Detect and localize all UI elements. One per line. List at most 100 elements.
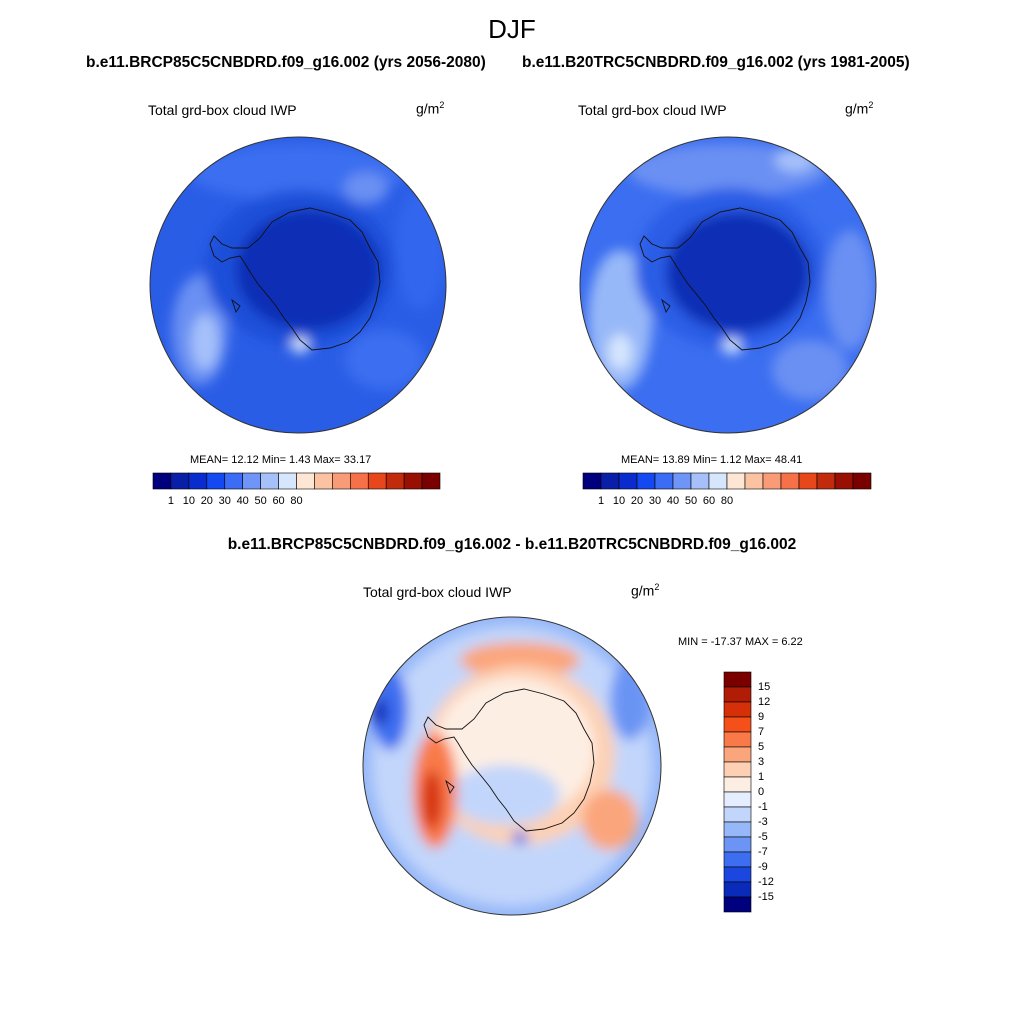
- colorbar-swatch: [224, 472, 243, 490]
- colorbar-tick-label: 60: [702, 495, 716, 507]
- colorbar-swatch: [723, 716, 752, 733]
- colorbar-tick-label: -3: [758, 816, 768, 828]
- colorbar-swatch: [314, 472, 333, 490]
- colorbar-swatch: [332, 472, 351, 490]
- colorbar-swatch: [636, 472, 656, 490]
- colorbar-tick-label: 30: [218, 495, 231, 507]
- colorbar-swatch: [367, 472, 387, 490]
- right-units-label: g/m2: [845, 100, 874, 117]
- colorbar-swatch: [723, 776, 752, 793]
- colorbar-swatch: [723, 881, 752, 898]
- colorbar-swatch: [723, 791, 752, 808]
- colorbar-swatch: [852, 472, 872, 490]
- colorbar-tick-label: 80: [290, 495, 303, 507]
- colorbar-swatch: [708, 472, 728, 490]
- colorbar-tick-label: 3: [758, 756, 765, 768]
- colorbar-tick-label: 40: [236, 495, 249, 507]
- colorbar-swatch: [780, 472, 800, 490]
- colorbar-tick-label: 80: [720, 495, 734, 507]
- diff-variable-label: Total grd-box cloud IWP: [363, 584, 512, 600]
- colorbar-swatch: [690, 472, 710, 490]
- colorbar-swatch: [296, 472, 315, 490]
- colorbar-swatch: [723, 746, 752, 763]
- right-colorbar: [582, 472, 872, 490]
- diff-colorbar: [723, 671, 752, 913]
- colorbar-tick-label: 10: [182, 495, 195, 507]
- colorbar-tick-label: -9: [758, 861, 768, 873]
- colorbar-swatch: [385, 472, 405, 490]
- colorbar-tick-label: 5: [758, 741, 765, 753]
- colorbar-tick-label: 0: [758, 786, 765, 798]
- colorbar-tick-label: 12: [758, 696, 771, 708]
- colorbar-swatch: [723, 686, 752, 703]
- colorbar-swatch: [762, 472, 782, 490]
- colorbar-swatch: [723, 836, 752, 853]
- colorbar-tick-label: 10: [612, 495, 626, 507]
- colorbar-swatch: [723, 806, 752, 823]
- diff-units-label: g/m2: [631, 582, 660, 599]
- colorbar-swatch: [242, 472, 261, 490]
- colorbar-tick-label: 30: [648, 495, 662, 507]
- colorbar-swatch: [723, 761, 752, 778]
- colorbar-tick-label: -12: [758, 876, 774, 888]
- colorbar-swatch: [744, 472, 764, 490]
- colorbar-swatch: [723, 896, 752, 913]
- left-antarctica-coastline: [209, 207, 381, 351]
- right-stats: MEAN= 13.89 Min= 1.12 Max= 48.41: [621, 454, 803, 466]
- colorbar-swatch: [723, 731, 752, 748]
- colorbar-swatch: [723, 851, 752, 868]
- colorbar-swatch: [654, 472, 674, 490]
- left-panel-title: b.e11.BRCP85C5CNBDRD.f09_g16.002 (yrs 20…: [86, 54, 486, 71]
- colorbar-tick-label: 50: [684, 495, 698, 507]
- colorbar-swatch: [188, 472, 208, 490]
- colorbar-tick-label: 9: [758, 711, 765, 723]
- colorbar-swatch: [723, 671, 752, 688]
- colorbar-swatch: [723, 866, 752, 883]
- colorbar-swatch: [152, 472, 172, 490]
- colorbar-swatch: [672, 472, 692, 490]
- colorbar-tick-label: 20: [630, 495, 644, 507]
- left-units-label: g/m2: [416, 100, 445, 117]
- colorbar-swatch: [403, 472, 423, 490]
- colorbar-swatch: [600, 472, 620, 490]
- colorbar-swatch: [726, 472, 746, 490]
- colorbar-tick-label: 60: [272, 495, 285, 507]
- colorbar-swatch: [798, 472, 818, 490]
- right-panel-title: b.e11.B20TRC5CNBDRD.f09_g16.002 (yrs 198…: [522, 54, 910, 71]
- colorbar-swatch: [278, 472, 297, 490]
- colorbar-swatch: [206, 472, 226, 490]
- colorbar-tick-label: 50: [254, 495, 267, 507]
- diff-antarctica-coastline: [423, 688, 595, 832]
- colorbar-swatch: [816, 472, 836, 490]
- page-title: DJF: [488, 14, 536, 44]
- left-stats: MEAN= 12.12 Min= 1.43 Max= 33.17: [190, 454, 372, 466]
- colorbar-tick-label: 1: [758, 771, 765, 783]
- right-polar-map: [579, 136, 877, 434]
- colorbar-tick-label: 1: [597, 495, 605, 507]
- colorbar-tick-label: 1: [167, 495, 174, 507]
- right-variable-label: Total grd-box cloud IWP: [578, 102, 727, 118]
- colorbar-tick-label: 40: [666, 495, 680, 507]
- colorbar-tick-label: -5: [758, 831, 768, 843]
- colorbar-tick-label: 7: [758, 726, 765, 738]
- colorbar-swatch: [834, 472, 854, 490]
- colorbar-tick-label: 20: [200, 495, 213, 507]
- colorbar-swatch: [350, 472, 369, 490]
- colorbar-swatch: [260, 472, 279, 490]
- colorbar-tick-label: -15: [758, 891, 774, 903]
- diff-minmax: MIN = -17.37 MAX = 6.22: [678, 636, 803, 648]
- colorbar-swatch: [421, 472, 441, 490]
- right-antarctica-coastline: [639, 207, 811, 351]
- colorbar-swatch: [723, 821, 752, 838]
- colorbar-swatch: [723, 701, 752, 718]
- colorbar-swatch: [582, 472, 602, 490]
- left-colorbar: [152, 472, 441, 490]
- left-variable-label: Total grd-box cloud IWP: [148, 102, 297, 118]
- colorbar-swatch: [170, 472, 190, 490]
- colorbar-swatch: [618, 472, 638, 490]
- difference-panel-title: b.e11.BRCP85C5CNBDRD.f09_g16.002 - b.e11…: [227, 536, 797, 553]
- difference-polar-map: [362, 616, 662, 916]
- colorbar-tick-label: 15: [758, 681, 771, 693]
- left-polar-map: [149, 136, 447, 434]
